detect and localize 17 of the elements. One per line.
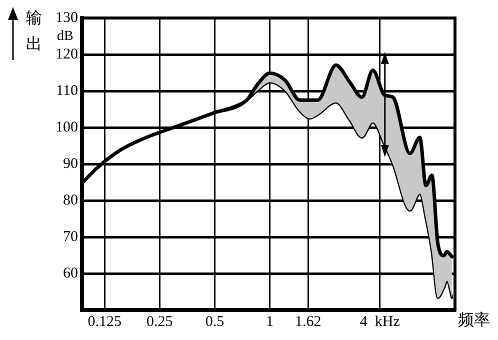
x-tick-label: 0.5 bbox=[205, 314, 224, 330]
x-axis-title: 频率 bbox=[458, 312, 490, 329]
x-tick-label: 4 kHz bbox=[360, 314, 400, 330]
y-tick-label: 130 bbox=[56, 10, 78, 26]
y-tick-label: 120 bbox=[56, 46, 78, 62]
y-tick-label: 100 bbox=[56, 119, 78, 136]
y-tick-label: 110 bbox=[56, 82, 78, 99]
y-tick-label: 80 bbox=[63, 192, 78, 208]
y-tick-label: 90 bbox=[63, 156, 78, 172]
y-axis-title: 输出 bbox=[26, 9, 43, 55]
x-tick-label: 1.62 bbox=[294, 314, 322, 330]
x-tick-label: 1 bbox=[266, 314, 274, 330]
x-tick-label: 0.125 bbox=[88, 314, 122, 330]
text: dB bbox=[57, 29, 74, 44]
y-tick-label: 70 bbox=[63, 228, 78, 245]
x-tick-label: 0.25 bbox=[146, 314, 173, 330]
y-tick-label: 60 bbox=[63, 265, 78, 282]
